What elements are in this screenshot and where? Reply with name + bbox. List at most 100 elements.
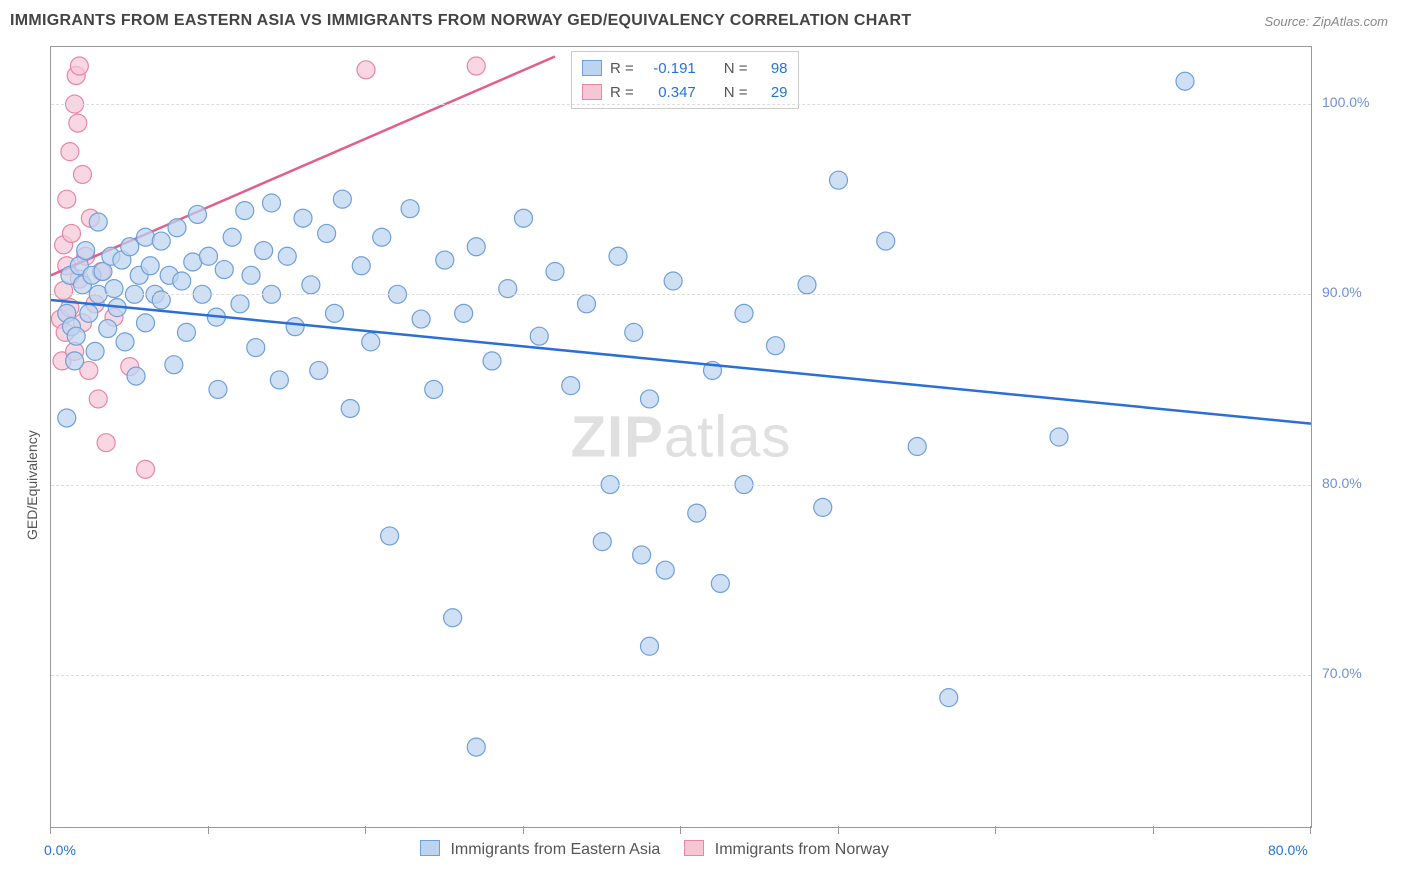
- data-point: [294, 209, 312, 227]
- data-point: [286, 318, 304, 336]
- data-point: [362, 333, 380, 351]
- gridline-h: [51, 675, 1311, 676]
- data-point: [89, 213, 107, 231]
- data-point: [236, 202, 254, 220]
- data-point: [381, 527, 399, 545]
- data-point: [152, 232, 170, 250]
- data-point: [515, 209, 533, 227]
- data-point: [165, 356, 183, 374]
- bottom-legend: Immigrants from Eastern Asia Immigrants …: [420, 840, 889, 859]
- data-point: [333, 190, 351, 208]
- data-point: [1176, 72, 1194, 90]
- stats-row-b: R = 0.347 N = 29: [582, 80, 788, 104]
- data-point: [641, 390, 659, 408]
- bottom-swatch-b: [684, 840, 704, 856]
- data-point: [302, 276, 320, 294]
- data-point: [77, 242, 95, 260]
- data-point: [215, 261, 233, 279]
- data-point: [141, 257, 159, 275]
- data-point: [200, 247, 218, 265]
- data-point: [467, 238, 485, 256]
- data-point: [223, 228, 241, 246]
- data-point: [80, 304, 98, 322]
- data-point: [830, 171, 848, 189]
- r-label-b: R =: [610, 84, 634, 101]
- data-point: [425, 380, 443, 398]
- data-point: [278, 247, 296, 265]
- data-point: [455, 304, 473, 322]
- x-tick: [995, 826, 996, 834]
- data-point: [66, 352, 84, 370]
- gridline-h: [51, 485, 1311, 486]
- data-point: [209, 380, 227, 398]
- data-point: [255, 242, 273, 260]
- x-tick: [208, 826, 209, 834]
- plot-svg: [51, 47, 1311, 827]
- data-point: [247, 339, 265, 357]
- data-point: [467, 57, 485, 75]
- data-point: [86, 342, 104, 360]
- data-point: [61, 143, 79, 161]
- data-point: [688, 504, 706, 522]
- y-axis-label: GED/Equivalency: [24, 430, 40, 540]
- data-point: [127, 367, 145, 385]
- legend-swatch-b: [582, 84, 602, 100]
- data-point: [67, 327, 85, 345]
- data-point: [546, 262, 564, 280]
- data-point: [310, 361, 328, 379]
- data-point: [137, 314, 155, 332]
- data-point: [877, 232, 895, 250]
- data-point: [562, 377, 580, 395]
- trend-line: [51, 300, 1311, 424]
- gridline-h: [51, 294, 1311, 295]
- y-tick-label: 70.0%: [1322, 665, 1362, 681]
- r-label-a: R =: [610, 60, 634, 77]
- data-point: [121, 238, 139, 256]
- data-point: [263, 194, 281, 212]
- x-tick: [838, 826, 839, 834]
- n-label-a: N =: [724, 60, 748, 77]
- data-point: [412, 310, 430, 328]
- chart-title: IMMIGRANTS FROM EASTERN ASIA VS IMMIGRAN…: [10, 12, 911, 30]
- x-tick: [50, 826, 51, 834]
- data-point: [1050, 428, 1068, 446]
- bottom-label-b: Immigrants from Norway: [715, 841, 889, 858]
- plot-area: ZIPatlas R = -0.191 N = 98 R = 0.347 N =…: [50, 46, 1312, 828]
- data-point: [711, 574, 729, 592]
- n-value-b: 29: [756, 84, 788, 101]
- r-value-b: 0.347: [642, 84, 696, 101]
- data-point: [609, 247, 627, 265]
- data-point: [89, 390, 107, 408]
- stats-legend: R = -0.191 N = 98 R = 0.347 N = 29: [571, 51, 799, 109]
- stats-row-a: R = -0.191 N = 98: [582, 56, 788, 80]
- data-point: [137, 228, 155, 246]
- data-point: [58, 409, 76, 427]
- data-point: [940, 689, 958, 707]
- n-label-b: N =: [724, 84, 748, 101]
- data-point: [173, 272, 191, 290]
- x-tick: [1153, 826, 1154, 834]
- data-point: [97, 434, 115, 452]
- data-point: [814, 498, 832, 516]
- r-value-a: -0.191: [642, 60, 696, 77]
- data-point: [530, 327, 548, 345]
- x-tick: [523, 826, 524, 834]
- data-point: [318, 224, 336, 242]
- data-point: [58, 190, 76, 208]
- data-point: [270, 371, 288, 389]
- source-attribution: Source: ZipAtlas.com: [1264, 14, 1388, 29]
- x-range-left: 0.0%: [44, 842, 76, 858]
- data-point: [798, 276, 816, 294]
- bottom-legend-item-b: Immigrants from Norway: [684, 840, 889, 859]
- bottom-swatch-a: [420, 840, 440, 856]
- y-tick-label: 80.0%: [1322, 475, 1362, 491]
- data-point: [373, 228, 391, 246]
- legend-swatch-a: [582, 60, 602, 76]
- bottom-legend-item-a: Immigrants from Eastern Asia: [420, 840, 660, 859]
- data-point: [401, 200, 419, 218]
- n-value-a: 98: [756, 60, 788, 77]
- data-point: [137, 460, 155, 478]
- x-tick: [680, 826, 681, 834]
- data-point: [341, 399, 359, 417]
- data-point: [444, 609, 462, 627]
